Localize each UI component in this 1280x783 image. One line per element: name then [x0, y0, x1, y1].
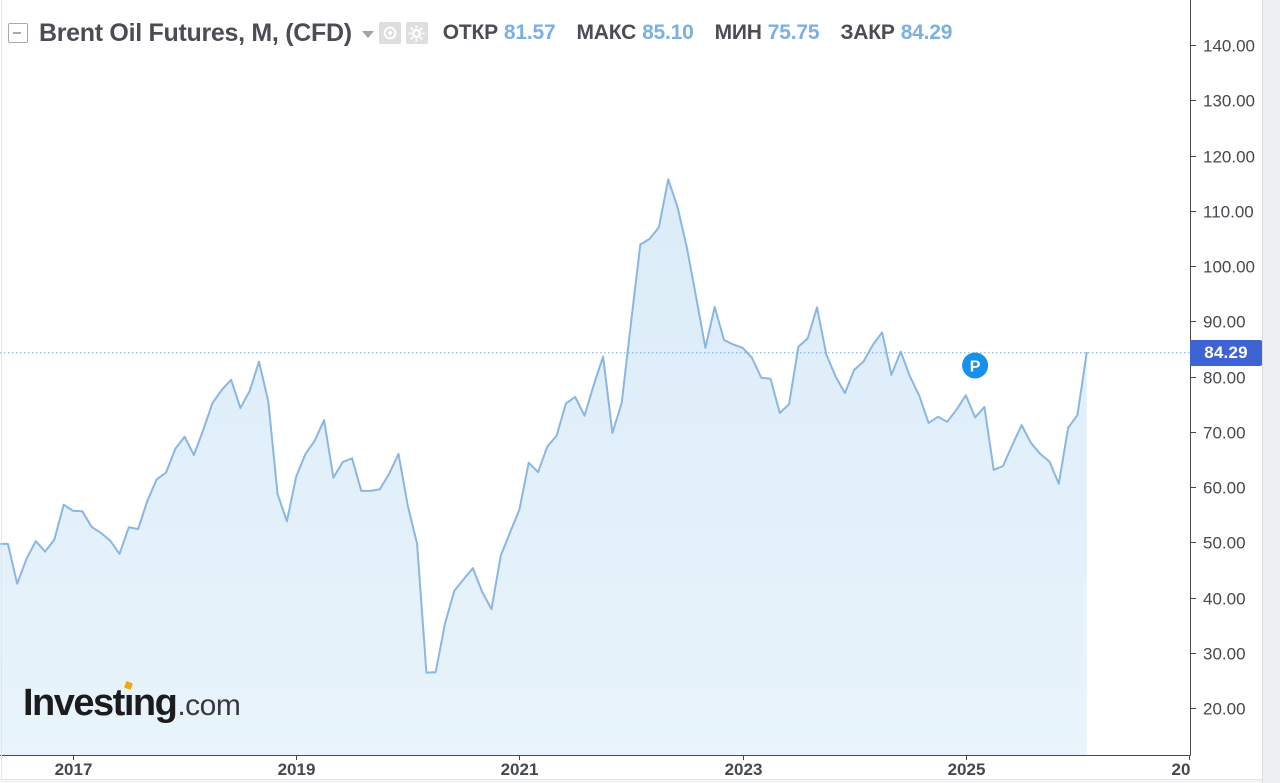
price-tick-label: 40.00 [1203, 590, 1246, 609]
price-scale[interactable]: 140.00 130.00 120.00 110.00 100.00 90.00 80.00… [1190, 37, 1255, 719]
investing-logo: Investı ng .com [23, 681, 241, 725]
price-tick-label: 70.00 [1203, 424, 1246, 443]
page-background-strip [1262, 0, 1280, 783]
gear-icon [408, 25, 425, 41]
investing-logo-domain: .com [177, 689, 241, 722]
symbol-title[interactable]: Brent Oil Futures, M, (CFD) [39, 18, 352, 47]
ohlc-label: МАКС [576, 21, 637, 44]
ohlc-value: 84.29 [900, 21, 953, 44]
price-tick-label: 130.00 [1203, 92, 1255, 111]
price-tick-label: 30.00 [1203, 645, 1246, 664]
investing-logo-brand: Investı ng [23, 681, 178, 724]
settings-button[interactable] [405, 22, 428, 44]
price-tick-label: 60.00 [1203, 479, 1246, 498]
ohlc-pair: МАКС 85.10 [576, 21, 693, 45]
collapse-button[interactable] [8, 23, 28, 43]
price-area-fill [0, 179, 1087, 755]
current-price-label: 84.29 [1190, 340, 1262, 366]
price-tick-label: 20.00 [1203, 700, 1246, 719]
ohlc-label: ЗАКР [840, 21, 895, 44]
price-tick-label: 100.00 [1203, 258, 1255, 277]
ohlc-value: 81.57 [503, 21, 556, 44]
ohlc-value: 85.10 [642, 21, 694, 44]
ohlc-pair: ЗАКР 84.29 [840, 21, 952, 45]
ohlc-pair: МИН 75.75 [715, 21, 820, 45]
eye-button[interactable] [378, 22, 401, 44]
event-marker-circle [962, 352, 989, 379]
ohlc-readout: ОТКР 81.57 МАКС 85.10 МИН 75.75 ЗАКР 84.29 [443, 21, 974, 45]
price-tick-label: 140.00 [1203, 37, 1255, 56]
chart-header: Brent Oil Futures, M, (CFD) ОТКР 81.57 МАК… [8, 19, 973, 47]
widget-bottom-border [0, 779, 1262, 783]
widget-left-border [1, 0, 2, 779]
time-tick-label: 2023 [725, 760, 763, 779]
ohlc-pair: ОТКР 81.57 [443, 21, 556, 45]
price-tick-label: 120.00 [1203, 148, 1255, 167]
event-marker[interactable]: P [962, 352, 989, 379]
time-tick-label: 2019 [278, 760, 316, 779]
price-line-series [0, 178, 1088, 674]
ohlc-value: 75.75 [767, 21, 820, 44]
event-marker-letter: P [970, 358, 981, 375]
time-tick-label: 2017 [55, 760, 93, 779]
price-tick-label: 90.00 [1203, 313, 1246, 332]
price-tick-label: 50.00 [1203, 534, 1246, 553]
time-tick-label: 2025 [948, 760, 986, 779]
time-scale[interactable]: 2017 2019 2021 2023 2025 202 [55, 760, 1200, 779]
price-tick-label: 110.00 [1203, 203, 1254, 222]
eye-icon [383, 26, 397, 40]
chevron-down-icon[interactable] [361, 31, 374, 38]
time-tick-label: 202 [1172, 760, 1200, 779]
time-tick-label: 2021 [501, 760, 539, 779]
price-tick-label: 80.00 [1203, 369, 1246, 388]
ohlc-label: ОТКР [442, 21, 498, 44]
ohlc-label: МИН [714, 21, 762, 44]
